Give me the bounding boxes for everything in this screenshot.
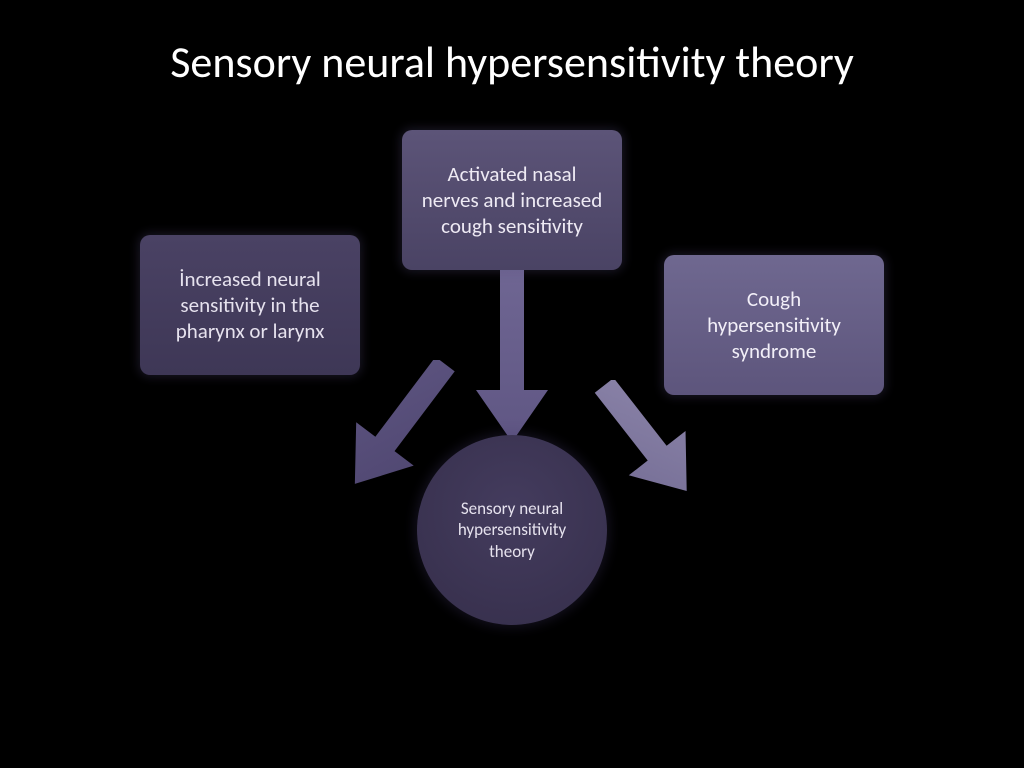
box-top-label: Activated nasal nerves and increased cou… (420, 161, 604, 240)
arrow-top-to-center (470, 270, 554, 446)
box-top: Activated nasal nerves and increased cou… (402, 130, 622, 270)
diagram-canvas: İncreased neural sensitivity in the phar… (0, 0, 1024, 768)
center-circle-label: Sensory neural hypersensitivity theory (437, 498, 587, 562)
box-left: İncreased neural sensitivity in the phar… (140, 235, 360, 375)
box-right: Cough hypersensitivity syndrome (664, 255, 884, 395)
box-left-label: İncreased neural sensitivity in the phar… (158, 266, 342, 345)
box-right-label: Cough hypersensitivity syndrome (682, 286, 866, 365)
center-circle: Sensory neural hypersensitivity theory (417, 435, 607, 625)
